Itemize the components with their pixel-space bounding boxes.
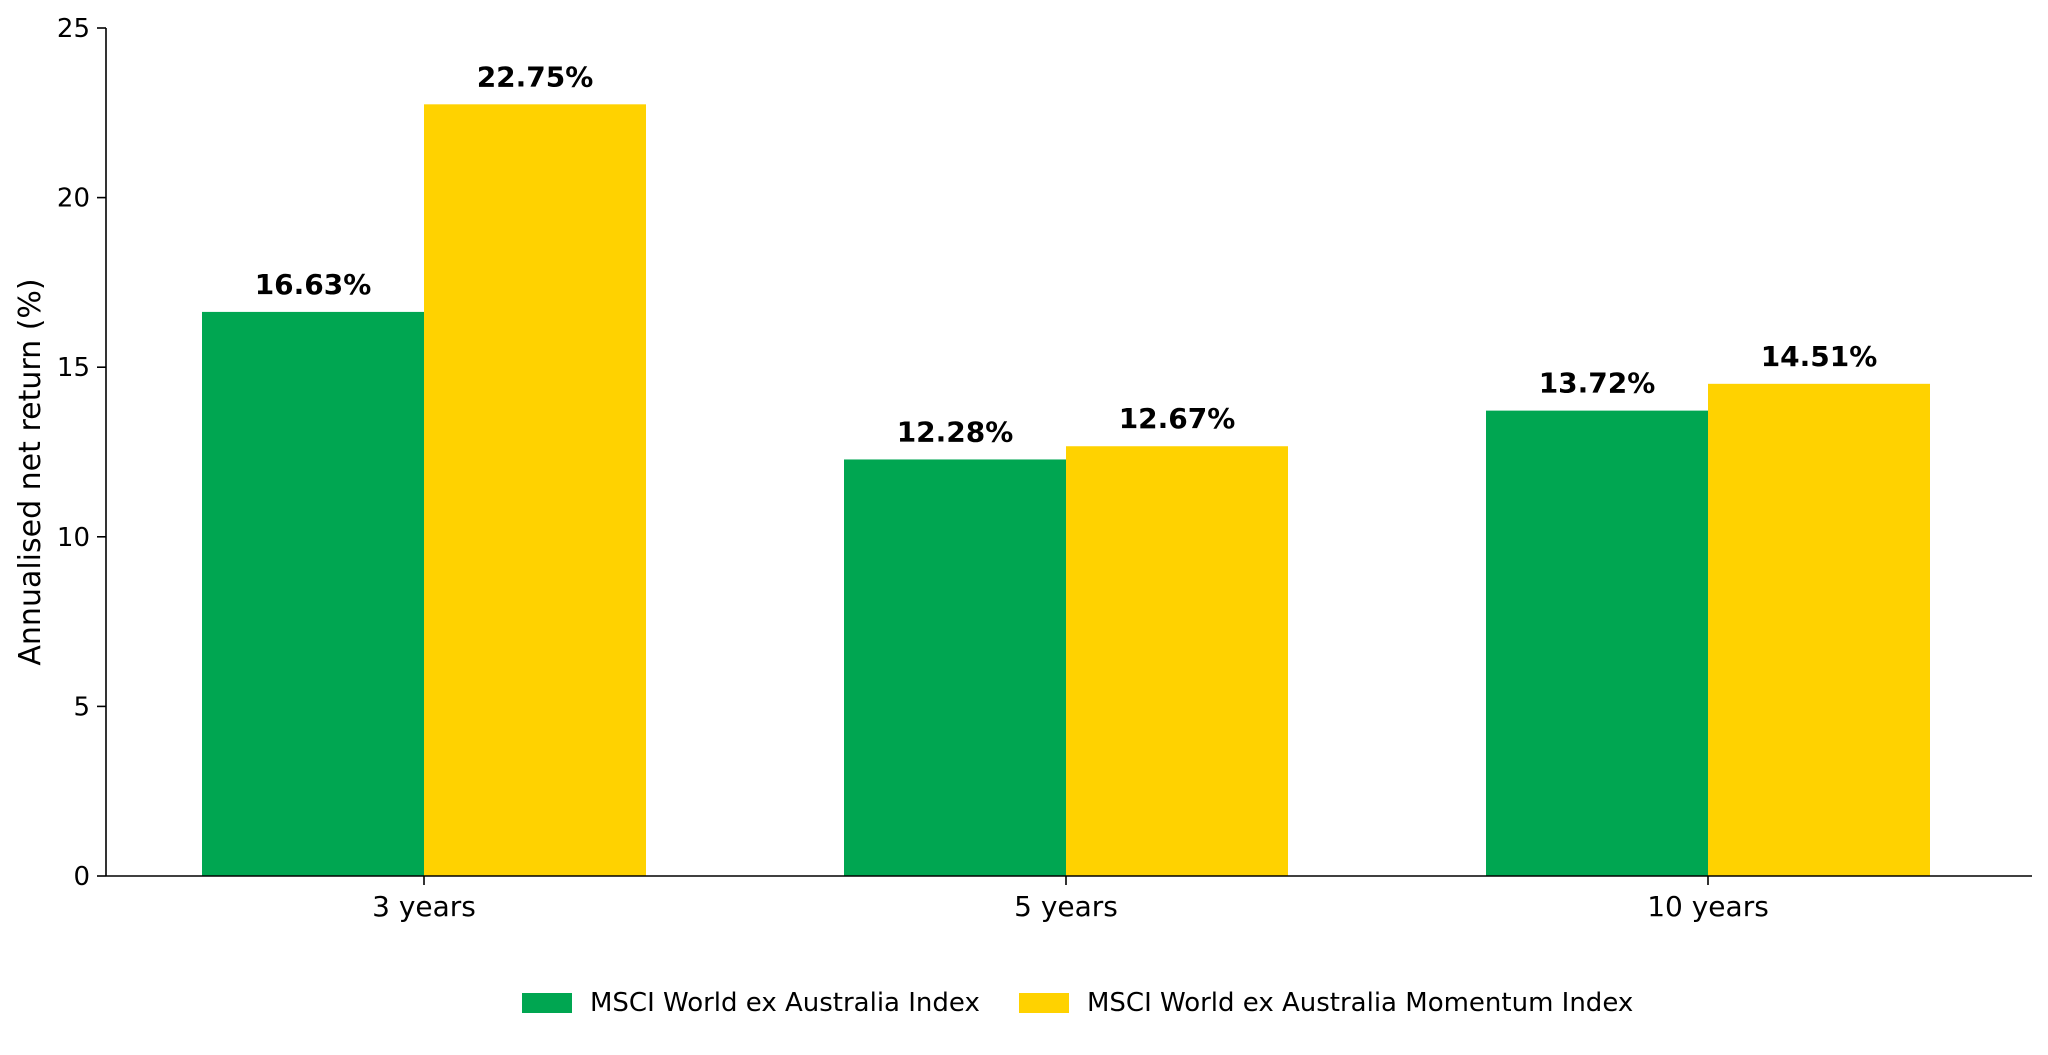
value-labels-layer: 16.63% 12.28% 13.72% 22.75% 12.67% 14.51% — [255, 60, 1878, 448]
bars-layer — [202, 104, 1930, 876]
bar-value-label: 12.28% — [897, 415, 1014, 448]
bar — [1066, 446, 1288, 876]
bar-value-label: 13.72% — [1539, 367, 1656, 400]
bar-value-label: 16.63% — [255, 268, 372, 301]
bar — [424, 104, 646, 876]
y-tick-label: 0 — [73, 862, 90, 892]
y-tick-label: 15 — [57, 353, 90, 383]
legend: MSCI World ex Australia Index MSCI World … — [522, 988, 1633, 1018]
bar-value-label: 14.51% — [1761, 340, 1878, 373]
y-tick-label: 20 — [57, 184, 90, 214]
y-ticks-layer: 0 5 10 15 20 25 — [57, 14, 106, 892]
x-tick-label: 5 years — [1014, 890, 1118, 923]
bar-value-label: 22.75% — [477, 60, 594, 93]
y-tick-label: 5 — [73, 692, 90, 722]
y-tick-label: 10 — [57, 523, 90, 553]
legend-label: MSCI World ex Australia Index — [590, 988, 980, 1018]
axes-layer — [105, 28, 2032, 877]
legend-swatch — [522, 993, 572, 1013]
y-tick-label: 25 — [57, 14, 90, 44]
bar — [202, 311, 424, 876]
bar — [1486, 410, 1708, 876]
bar — [1708, 383, 1930, 876]
legend-swatch — [1019, 993, 1069, 1013]
bar-value-label: 12.67% — [1119, 402, 1236, 435]
x-tick-label: 3 years — [372, 890, 476, 923]
bar — [844, 459, 1066, 876]
x-ticks-layer: 3 years 5 years 10 years — [372, 876, 1769, 923]
x-tick-label: 10 years — [1647, 890, 1769, 923]
y-axis-label: Annualised net return (%) — [13, 278, 48, 665]
legend-label: MSCI World ex Australia Momentum Index — [1087, 988, 1633, 1018]
